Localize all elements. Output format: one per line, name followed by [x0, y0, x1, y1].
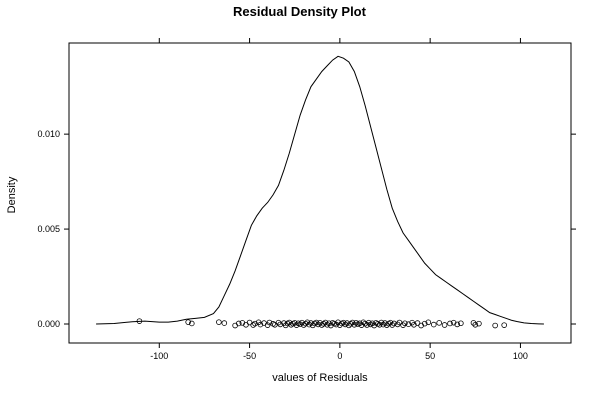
residual-point [454, 321, 461, 328]
residual-point [430, 321, 437, 328]
chart-title: Residual Density Plot [233, 4, 366, 19]
residual-point [402, 320, 408, 327]
residual-point [335, 319, 341, 326]
residual-point [425, 319, 432, 326]
x-tick-label: 100 [513, 351, 528, 361]
residual-point [405, 321, 412, 328]
residual-point [136, 318, 143, 324]
x-tick-label: -100 [150, 351, 168, 361]
residual-point [282, 322, 289, 329]
x-tick-label: -50 [243, 351, 256, 361]
residual-point [232, 322, 238, 329]
residual-point [315, 321, 321, 328]
residual-point [470, 320, 477, 326]
residual-point [313, 319, 320, 326]
residual-point [266, 319, 273, 326]
y-tick-label: 0.000 [37, 319, 60, 329]
residual-point [391, 320, 397, 327]
residual-point [277, 321, 284, 328]
residual-point [394, 321, 401, 328]
residual-point [257, 321, 264, 328]
residual-point [293, 322, 300, 328]
residual-point [380, 321, 387, 328]
x-axis-label: values of Residuals [272, 372, 368, 384]
residual-point [450, 319, 457, 326]
residual-point [306, 321, 312, 328]
residual-point [441, 322, 448, 328]
x-tick-label: 50 [425, 351, 435, 361]
residual-point [235, 320, 242, 327]
residual-point [340, 319, 347, 326]
residual-point [185, 319, 191, 325]
residual-point [358, 322, 365, 328]
residual-point [411, 321, 417, 328]
residual-point [275, 319, 282, 326]
y-axis-label: Density [6, 176, 18, 214]
residual-point [476, 320, 482, 327]
density-line [96, 55, 544, 325]
residual-point [216, 319, 222, 325]
y-tick-label: 0.010 [37, 129, 60, 139]
residual-point [309, 322, 316, 329]
residual-point [389, 322, 396, 328]
residual-point [400, 322, 406, 328]
residual-point [436, 320, 442, 326]
residual-point [297, 321, 303, 328]
residual-point [421, 320, 428, 327]
residual-point [447, 320, 453, 327]
residual-point [365, 319, 372, 326]
residual-point [351, 321, 358, 328]
plot-frame [68, 42, 572, 344]
residual-point [396, 319, 403, 326]
residual-point [356, 320, 363, 327]
residual-point [188, 320, 195, 327]
residual-point [221, 320, 228, 326]
residual-point [346, 322, 352, 329]
residual-point [458, 320, 464, 327]
y-tick-label: 0.005 [37, 224, 60, 234]
residual-point [252, 320, 258, 327]
residual-point [324, 321, 331, 328]
residual-point [501, 322, 507, 328]
residual-point [472, 321, 479, 328]
residual-point [492, 322, 498, 329]
x-tick-label: 0 [337, 351, 342, 361]
